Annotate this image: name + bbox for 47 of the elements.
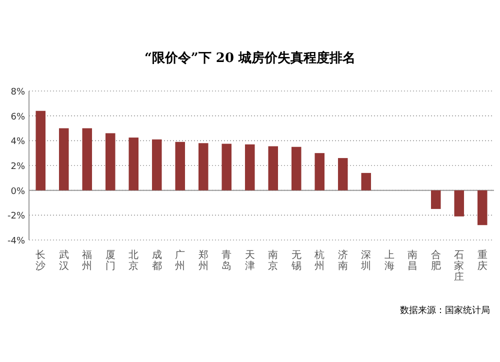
bar — [291, 146, 302, 190]
bar — [477, 190, 488, 226]
x-tick-label: 青岛 — [222, 249, 232, 272]
bar — [314, 153, 325, 190]
bar — [361, 172, 372, 190]
bar — [58, 128, 69, 190]
bar — [175, 142, 186, 190]
bar — [105, 133, 116, 190]
x-tick-label: 福州 — [82, 249, 92, 272]
x-tick-label: 济南 — [338, 249, 348, 272]
bar — [128, 138, 139, 190]
bar — [454, 190, 464, 216]
x-tick-label: 上海 — [384, 249, 394, 272]
chart-title: “限价令”下 20 城房价失真程度排名 — [144, 50, 356, 66]
x-tick-label: 成都 — [152, 249, 162, 272]
y-tick-label: -4% — [7, 236, 26, 246]
bar — [36, 110, 46, 190]
y-tick-label: 4% — [10, 137, 26, 148]
bar — [222, 144, 232, 190]
y-tick-label: 8% — [10, 88, 26, 98]
x-tick-label: 重庆 — [477, 249, 488, 272]
x-tick-label: 广州 — [175, 249, 186, 272]
bar — [268, 146, 278, 190]
bar — [244, 144, 255, 190]
y-tick-label: 0% — [10, 186, 26, 197]
bar — [198, 143, 208, 190]
x-tick-label: 郑州 — [198, 249, 208, 272]
x-tick-label: 长沙 — [36, 249, 46, 272]
x-tick-label: 深圳 — [360, 249, 372, 272]
bar — [82, 128, 92, 190]
bar — [152, 139, 162, 190]
x-tick-label: 合肥 — [430, 249, 441, 272]
x-tick-label: 杭州 — [314, 249, 325, 272]
x-tick-label: 武汉 — [58, 249, 69, 272]
y-tick-label: -2% — [7, 212, 26, 222]
y-tick-label: 2% — [10, 162, 26, 172]
source-note: 数据来源：国家统计局 — [400, 305, 490, 316]
y-tick-label: 6% — [10, 112, 26, 122]
x-tick-label: 南京 — [268, 249, 278, 272]
bar — [338, 158, 348, 190]
x-tick-label: 石家庄 — [454, 250, 464, 283]
x-tick-label: 厦门 — [105, 250, 116, 272]
x-tick-label: 无锡 — [290, 250, 302, 272]
x-tick-label: 北京 — [128, 249, 139, 272]
x-tick-label: 南昌 — [408, 249, 418, 272]
x-tick-label: 天津 — [244, 250, 255, 272]
bar — [430, 190, 441, 209]
